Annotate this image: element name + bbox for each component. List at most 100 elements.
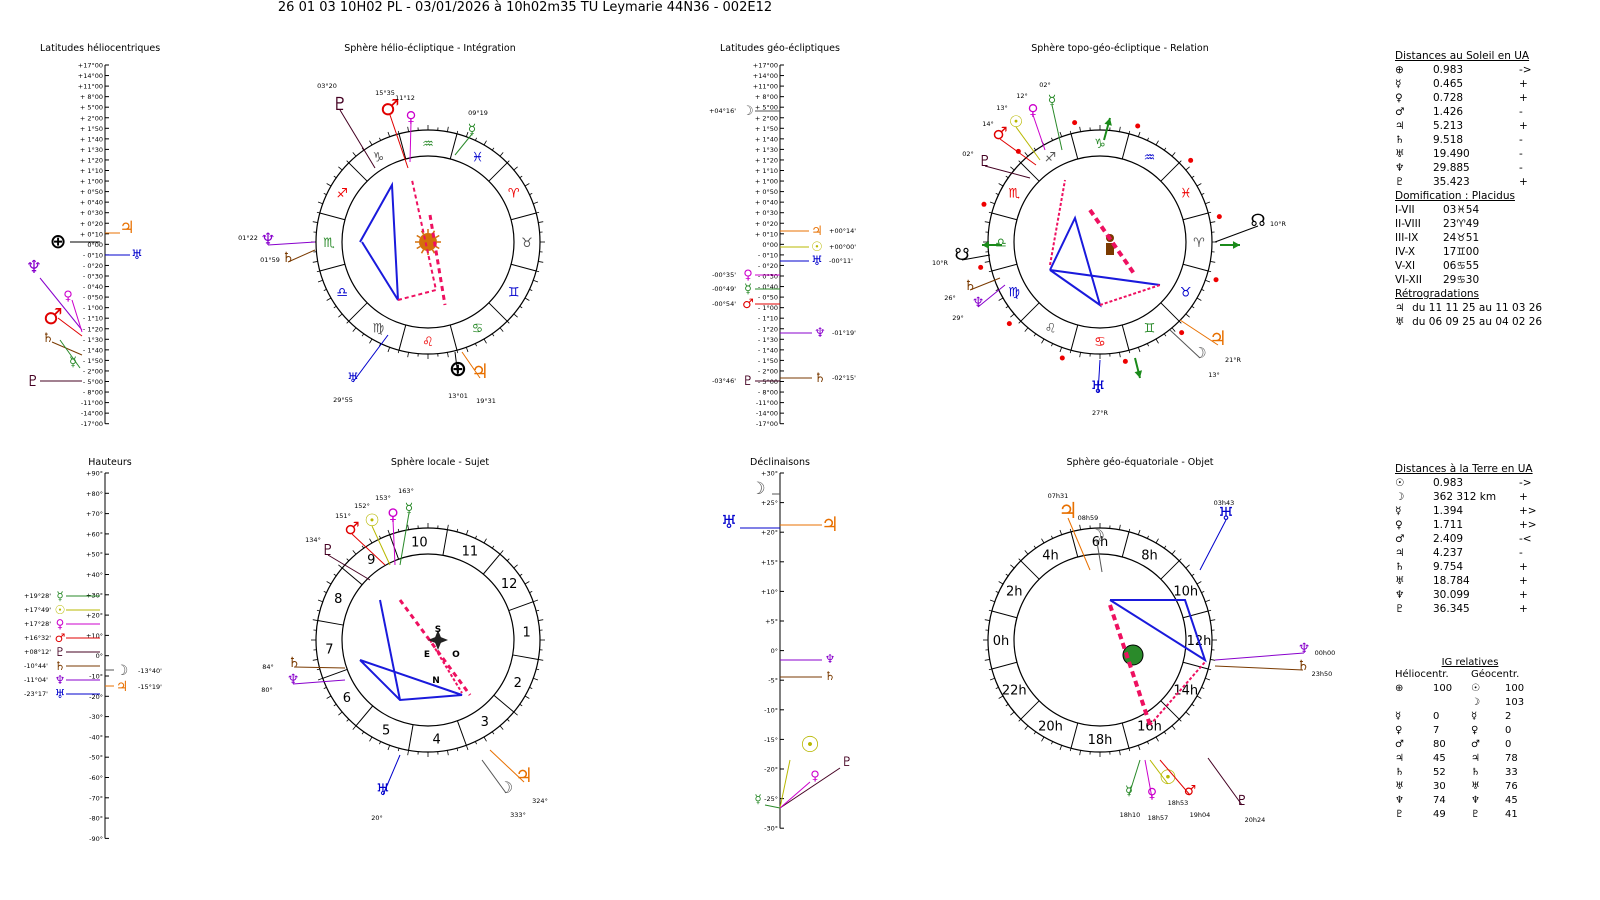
helio-lat-scale-tick-label: - 0°30 xyxy=(83,273,103,281)
local-wheel-sign: 10 xyxy=(411,535,428,550)
topo-wheel-tick xyxy=(1119,352,1121,358)
local-wheel-tick xyxy=(387,529,391,535)
topo-sun-glyph: ☉ xyxy=(1009,112,1023,131)
declination-scale-tick-label: -20° xyxy=(764,766,778,774)
earth-glyph: ⊕ xyxy=(50,229,67,253)
topo-pluto-glyph: ♇ xyxy=(978,152,991,170)
equat-wheel-tick xyxy=(1051,741,1054,745)
helio-wheel-sign: ♌ xyxy=(422,335,434,350)
equat-wheel-tick xyxy=(1137,529,1141,535)
equat-wheel-tick xyxy=(1208,668,1212,671)
jupiter-glyph: ♃ xyxy=(119,218,134,238)
local-wheel-divider xyxy=(408,724,414,751)
topo-uranus-label: 27°R xyxy=(1092,409,1109,417)
earth-center-outline xyxy=(1122,644,1144,666)
local-wheel-sign: 6 xyxy=(343,691,351,706)
geo-mercury-label: -00°49' xyxy=(712,285,736,293)
local-wheel-tick xyxy=(326,581,332,585)
sun-distance-cell-s: - xyxy=(1519,162,1523,174)
local-saturn-label: 84° xyxy=(262,663,274,671)
dec-neptune-glyph: ♆ xyxy=(825,652,836,666)
helio-lat-scale-tick-label: - 1°00 xyxy=(83,304,103,312)
local-pluto-glyph: ♇ xyxy=(321,541,334,559)
local-pluto-label: 134° xyxy=(305,536,321,544)
helio-wheel-tick xyxy=(333,305,337,309)
geo-lat-scale-tick-label: - 1°00 xyxy=(758,304,778,312)
local-wheel-tick xyxy=(491,545,495,549)
local-wheel-tick xyxy=(465,529,469,535)
geo-lat-scale-tick-label: + 0°10 xyxy=(755,230,778,238)
local-aspect-blue xyxy=(379,599,401,701)
helio-wheel-tick xyxy=(323,193,327,196)
domification-cell-v: 03♓54 xyxy=(1443,204,1480,216)
topo-wheel-tick xyxy=(1024,152,1029,157)
local-wheel-tick xyxy=(346,718,350,722)
topo-venus-glyph: ♀ xyxy=(1028,101,1039,119)
equat-jupiter-glyph: ♃ xyxy=(1058,499,1078,524)
topo-wheel-tick xyxy=(1119,126,1121,132)
dec-saturn-glyph: ♄ xyxy=(825,669,836,683)
geo-lat-scale-tick-label: - 1°30 xyxy=(758,336,778,344)
geo-uranus-glyph: ♅ xyxy=(811,254,823,269)
helio-lat-scale-tick-label: + 2°00 xyxy=(80,114,103,122)
geo-sun-glyph: ☉ xyxy=(811,240,823,255)
helio-wheel-tick xyxy=(316,211,320,214)
local-wheel-tick xyxy=(524,581,530,585)
alt-mars-glyph: ♂ xyxy=(55,631,66,645)
ig-cell-gg: ♂ xyxy=(1471,739,1480,750)
declination-scale-tick-label: +5° xyxy=(765,618,778,626)
sun-distance-cell-v: 29.885 xyxy=(1433,162,1470,174)
helio-lat-scale-tick-label: +14°00 xyxy=(78,72,103,80)
topo-arrow-left-head xyxy=(982,241,990,249)
alt-neptune-label: -11°04' xyxy=(24,676,48,684)
equat-wheel-tick xyxy=(989,677,995,681)
local-wheel-divider xyxy=(512,654,539,660)
topo-wheel-sign: ♋ xyxy=(1094,335,1106,350)
topo-wheel-tick xyxy=(1171,152,1176,157)
geo-lat-scale-tick-label: -14°00 xyxy=(756,410,778,418)
local-mercury-line xyxy=(399,512,410,566)
altitude-scale-tick-label: -10° xyxy=(89,673,103,681)
house-cusp-dot xyxy=(1135,123,1141,129)
topo-wheel-tick xyxy=(1033,147,1037,151)
equat-wheel-tick xyxy=(1010,711,1015,716)
helio-wheel-divider xyxy=(510,263,537,272)
ig-cell-gv: 0 xyxy=(1505,739,1512,750)
retrograde-cell-v: du 06 09 25 au 04 02 26 xyxy=(1412,316,1543,328)
equat-wheel-tick xyxy=(1005,703,1009,707)
ig-row: ♇ 49 ♇ 41 xyxy=(1395,808,1545,822)
equat-wheel-tick xyxy=(1005,573,1009,577)
helio-wheel-tick xyxy=(317,201,323,205)
dec-mercury-line xyxy=(764,804,781,809)
equat-wheel-tick xyxy=(1041,538,1045,544)
ig-cell-gv: 100 xyxy=(1505,683,1525,694)
geo-moon-label: +04°16' xyxy=(709,107,736,115)
helio-lat-scale-tick-label: - 5°00 xyxy=(83,378,103,386)
sun-distance-row: ♅ 19.490 - xyxy=(1395,147,1555,161)
earth-distance-row: ♄ 9.754 + xyxy=(1395,560,1555,574)
geo-lat-scale-tick-label: - 0°20 xyxy=(758,262,778,270)
geo-lat-scale-tick-label: - 1°20 xyxy=(758,325,778,333)
helio-wheel-tick xyxy=(333,175,337,179)
equat-mercury-line xyxy=(1128,759,1141,796)
topo-moon-line xyxy=(1169,329,1201,359)
topo-wheel-sign: ♌ xyxy=(1045,322,1057,337)
topo-mercury-line xyxy=(1051,104,1063,151)
helio-wheel-tick xyxy=(524,297,530,301)
local-wheel-divider xyxy=(317,620,344,626)
topo-wheel-sign: ♓ xyxy=(1180,187,1192,202)
alt-mars-label: +16°32' xyxy=(24,634,51,642)
helio-wheel-tick xyxy=(506,160,510,164)
geo-lat-scale-tick-label: - 8°00 xyxy=(758,389,778,397)
helio-venus-line xyxy=(409,121,412,163)
equat-uranus-line xyxy=(1199,519,1227,571)
local-wheel-tick xyxy=(326,695,332,699)
equat-wheel-divider xyxy=(1070,722,1079,749)
equat-uranus-label: 03h43 xyxy=(1214,499,1235,507)
topo-pluto-line xyxy=(984,165,1031,179)
sun-distance-row: ♇ 35.423 + xyxy=(1395,175,1555,189)
geo-venus-label: -00°35' xyxy=(712,271,736,279)
equat-pluto-line xyxy=(1207,757,1243,806)
house-cusp-dot xyxy=(1179,330,1185,336)
geo-lat-scale-tick-label: -11°00 xyxy=(756,399,778,407)
